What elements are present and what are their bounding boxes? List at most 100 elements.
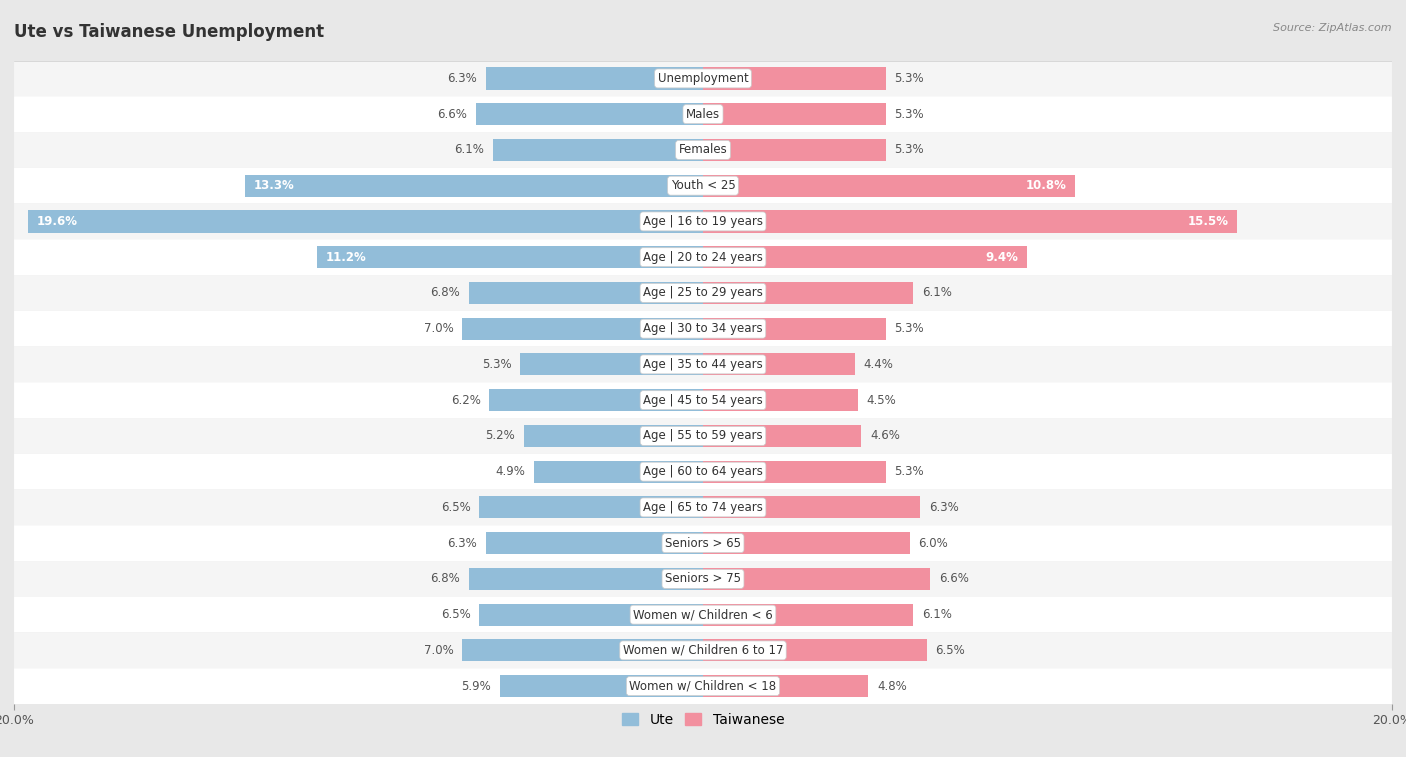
Text: 6.1%: 6.1%: [454, 143, 484, 157]
Bar: [468, 282, 703, 304]
Bar: [703, 175, 1076, 197]
Text: 6.3%: 6.3%: [928, 501, 959, 514]
Bar: [703, 318, 886, 340]
Text: 6.0%: 6.0%: [918, 537, 948, 550]
Text: 6.5%: 6.5%: [440, 501, 471, 514]
Text: 5.3%: 5.3%: [894, 107, 924, 120]
Bar: [468, 568, 703, 590]
Bar: [524, 425, 703, 447]
Bar: [703, 532, 910, 554]
Text: 6.6%: 6.6%: [437, 107, 467, 120]
Bar: [703, 282, 912, 304]
Bar: [703, 246, 1026, 268]
Bar: [703, 103, 886, 125]
Bar: [461, 640, 703, 662]
Bar: [703, 568, 931, 590]
Text: Women w/ Children < 6: Women w/ Children < 6: [633, 608, 773, 621]
FancyBboxPatch shape: [14, 168, 1392, 204]
Text: 13.3%: 13.3%: [253, 179, 294, 192]
Bar: [703, 640, 927, 662]
Text: 6.6%: 6.6%: [939, 572, 969, 585]
Text: 15.5%: 15.5%: [1187, 215, 1229, 228]
FancyBboxPatch shape: [14, 668, 1392, 704]
Text: Age | 45 to 54 years: Age | 45 to 54 years: [643, 394, 763, 407]
FancyBboxPatch shape: [14, 561, 1392, 597]
Bar: [703, 139, 886, 161]
Bar: [318, 246, 703, 268]
Text: 6.1%: 6.1%: [922, 286, 952, 300]
Text: Age | 55 to 59 years: Age | 55 to 59 years: [643, 429, 763, 442]
Bar: [479, 603, 703, 626]
Text: 5.3%: 5.3%: [894, 322, 924, 335]
Bar: [486, 67, 703, 89]
Text: Age | 25 to 29 years: Age | 25 to 29 years: [643, 286, 763, 300]
FancyBboxPatch shape: [14, 347, 1392, 382]
Bar: [499, 675, 703, 697]
Bar: [479, 497, 703, 519]
FancyBboxPatch shape: [14, 633, 1392, 668]
Text: 4.6%: 4.6%: [870, 429, 900, 442]
Text: 11.2%: 11.2%: [326, 251, 367, 263]
Bar: [461, 318, 703, 340]
Bar: [534, 460, 703, 483]
FancyBboxPatch shape: [14, 597, 1392, 633]
FancyBboxPatch shape: [14, 418, 1392, 453]
Bar: [494, 139, 703, 161]
FancyBboxPatch shape: [14, 525, 1392, 561]
FancyBboxPatch shape: [14, 275, 1392, 311]
Text: Seniors > 75: Seniors > 75: [665, 572, 741, 585]
Text: 6.5%: 6.5%: [440, 608, 471, 621]
Text: 5.3%: 5.3%: [894, 143, 924, 157]
Text: 5.9%: 5.9%: [461, 680, 491, 693]
Text: 6.8%: 6.8%: [430, 286, 460, 300]
Text: 10.8%: 10.8%: [1025, 179, 1066, 192]
Bar: [703, 67, 886, 89]
FancyBboxPatch shape: [14, 132, 1392, 168]
Text: Age | 16 to 19 years: Age | 16 to 19 years: [643, 215, 763, 228]
Text: 6.5%: 6.5%: [935, 644, 966, 657]
Bar: [245, 175, 703, 197]
Bar: [486, 532, 703, 554]
Text: 6.3%: 6.3%: [447, 72, 478, 85]
Text: Age | 30 to 34 years: Age | 30 to 34 years: [643, 322, 763, 335]
Legend: Ute, Taiwanese: Ute, Taiwanese: [616, 707, 790, 733]
Text: 6.8%: 6.8%: [430, 572, 460, 585]
Text: 4.9%: 4.9%: [496, 465, 526, 478]
Bar: [703, 460, 886, 483]
Text: 4.8%: 4.8%: [877, 680, 907, 693]
Text: 5.3%: 5.3%: [482, 358, 512, 371]
FancyBboxPatch shape: [14, 96, 1392, 132]
Text: 5.2%: 5.2%: [485, 429, 515, 442]
Text: 19.6%: 19.6%: [37, 215, 77, 228]
Text: Unemployment: Unemployment: [658, 72, 748, 85]
FancyBboxPatch shape: [14, 453, 1392, 490]
Text: Seniors > 65: Seniors > 65: [665, 537, 741, 550]
Text: Age | 35 to 44 years: Age | 35 to 44 years: [643, 358, 763, 371]
FancyBboxPatch shape: [14, 204, 1392, 239]
FancyBboxPatch shape: [14, 239, 1392, 275]
Text: Females: Females: [679, 143, 727, 157]
Bar: [475, 103, 703, 125]
FancyBboxPatch shape: [14, 61, 1392, 96]
Bar: [703, 354, 855, 375]
Text: Women w/ Children 6 to 17: Women w/ Children 6 to 17: [623, 644, 783, 657]
Text: Source: ZipAtlas.com: Source: ZipAtlas.com: [1274, 23, 1392, 33]
Text: 6.3%: 6.3%: [447, 537, 478, 550]
Text: Age | 20 to 24 years: Age | 20 to 24 years: [643, 251, 763, 263]
Bar: [703, 389, 858, 411]
Text: 7.0%: 7.0%: [423, 322, 453, 335]
Text: Ute vs Taiwanese Unemployment: Ute vs Taiwanese Unemployment: [14, 23, 325, 41]
Text: Males: Males: [686, 107, 720, 120]
Text: 6.1%: 6.1%: [922, 608, 952, 621]
Bar: [28, 210, 703, 232]
Text: 5.3%: 5.3%: [894, 72, 924, 85]
Bar: [703, 210, 1237, 232]
Bar: [703, 603, 912, 626]
Bar: [703, 425, 862, 447]
FancyBboxPatch shape: [14, 490, 1392, 525]
Bar: [489, 389, 703, 411]
Text: 6.2%: 6.2%: [451, 394, 481, 407]
Text: Age | 60 to 64 years: Age | 60 to 64 years: [643, 465, 763, 478]
Text: 9.4%: 9.4%: [986, 251, 1018, 263]
Bar: [703, 497, 920, 519]
